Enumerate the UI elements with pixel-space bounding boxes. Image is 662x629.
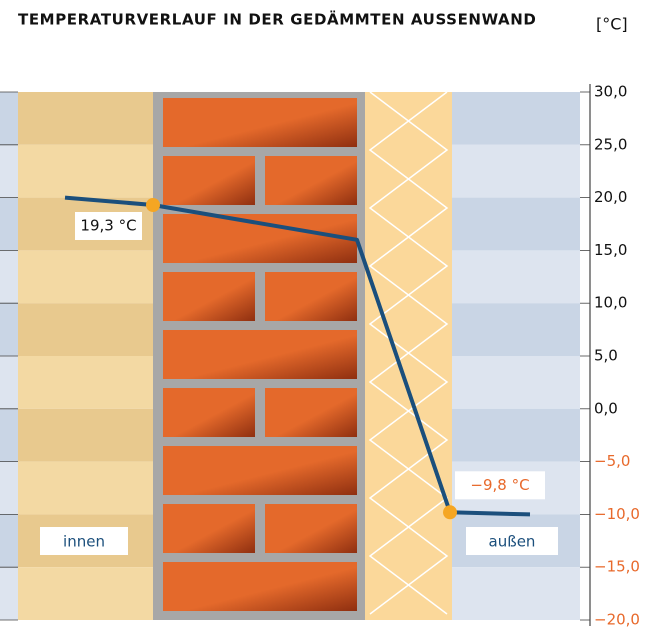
brick — [265, 272, 357, 321]
brick — [163, 156, 255, 205]
brick — [163, 504, 255, 553]
outer-band — [452, 356, 580, 409]
outer-band — [452, 408, 580, 462]
zone-label: innen — [63, 533, 105, 551]
y-tick-label: 10,0 — [594, 294, 627, 312]
outer-band — [0, 567, 18, 620]
outer-band — [0, 356, 18, 409]
insulation — [365, 92, 452, 620]
plaster-band — [18, 92, 153, 145]
zone-label-box — [40, 527, 128, 555]
brick — [163, 272, 255, 321]
y-tick-label: 25,0 — [594, 135, 627, 153]
y-tick-label: 5,0 — [594, 347, 618, 365]
plaster-band — [18, 303, 153, 356]
wall-background — [0, 91, 580, 620]
surface-point — [443, 505, 457, 520]
value-label: −9,8 °C — [470, 476, 529, 494]
outer-band — [452, 303, 580, 356]
outer-band — [0, 144, 18, 198]
brick — [163, 330, 357, 379]
outer-band — [452, 197, 580, 251]
unit-label: [°C] — [596, 15, 628, 34]
value-label: 19,3 °C — [80, 216, 136, 234]
y-tick-label: −5,0 — [594, 452, 630, 470]
value-label-box — [75, 211, 142, 240]
brick — [163, 98, 357, 147]
plaster-band — [18, 144, 153, 198]
outer-band — [452, 250, 580, 304]
plaster-band — [18, 408, 153, 462]
y-tick-label: −20,0 — [594, 611, 640, 629]
outer-band — [0, 92, 18, 145]
y-tick-label: 20,0 — [594, 188, 627, 206]
outer-band — [452, 144, 580, 198]
y-tick-label: −15,0 — [594, 558, 640, 576]
brick — [265, 504, 357, 553]
brick — [163, 446, 357, 495]
brick — [163, 388, 255, 437]
outer-band — [0, 250, 18, 304]
chart-title: TEMPERATURVERLAUF IN DER GEDÄMMTEN AUSSE… — [18, 10, 536, 29]
y-tick-label: 30,0 — [594, 83, 627, 101]
outer-band — [452, 92, 580, 145]
outer-band — [0, 303, 18, 356]
surface-point — [146, 197, 160, 212]
outer-band — [0, 197, 18, 251]
brick — [265, 156, 357, 205]
outer-band — [0, 461, 18, 515]
plaster-band — [18, 250, 153, 304]
y-tick-label: 15,0 — [594, 241, 627, 259]
plaster-band — [18, 356, 153, 409]
y-tick-label: −10,0 — [594, 505, 640, 523]
insulation-zigzag — [368, 91, 449, 615]
brick — [163, 562, 357, 611]
value-label-box — [455, 471, 545, 500]
chart-foreground: 30,0 25,0 20,0 15,0 10,0 5,0 0,0 −5,0 −10,0 −15,0… — [0, 83, 640, 629]
zone-label: außen — [489, 533, 536, 551]
y-tick-label: 0,0 — [594, 399, 618, 417]
temperature-line — [64, 195, 531, 517]
zone-label-box — [466, 527, 558, 555]
outer-band — [0, 408, 18, 462]
outer-band — [0, 514, 18, 568]
brick — [265, 388, 357, 437]
plaster-band — [18, 461, 153, 515]
outer-band — [452, 567, 580, 620]
plaster-band — [18, 567, 153, 620]
